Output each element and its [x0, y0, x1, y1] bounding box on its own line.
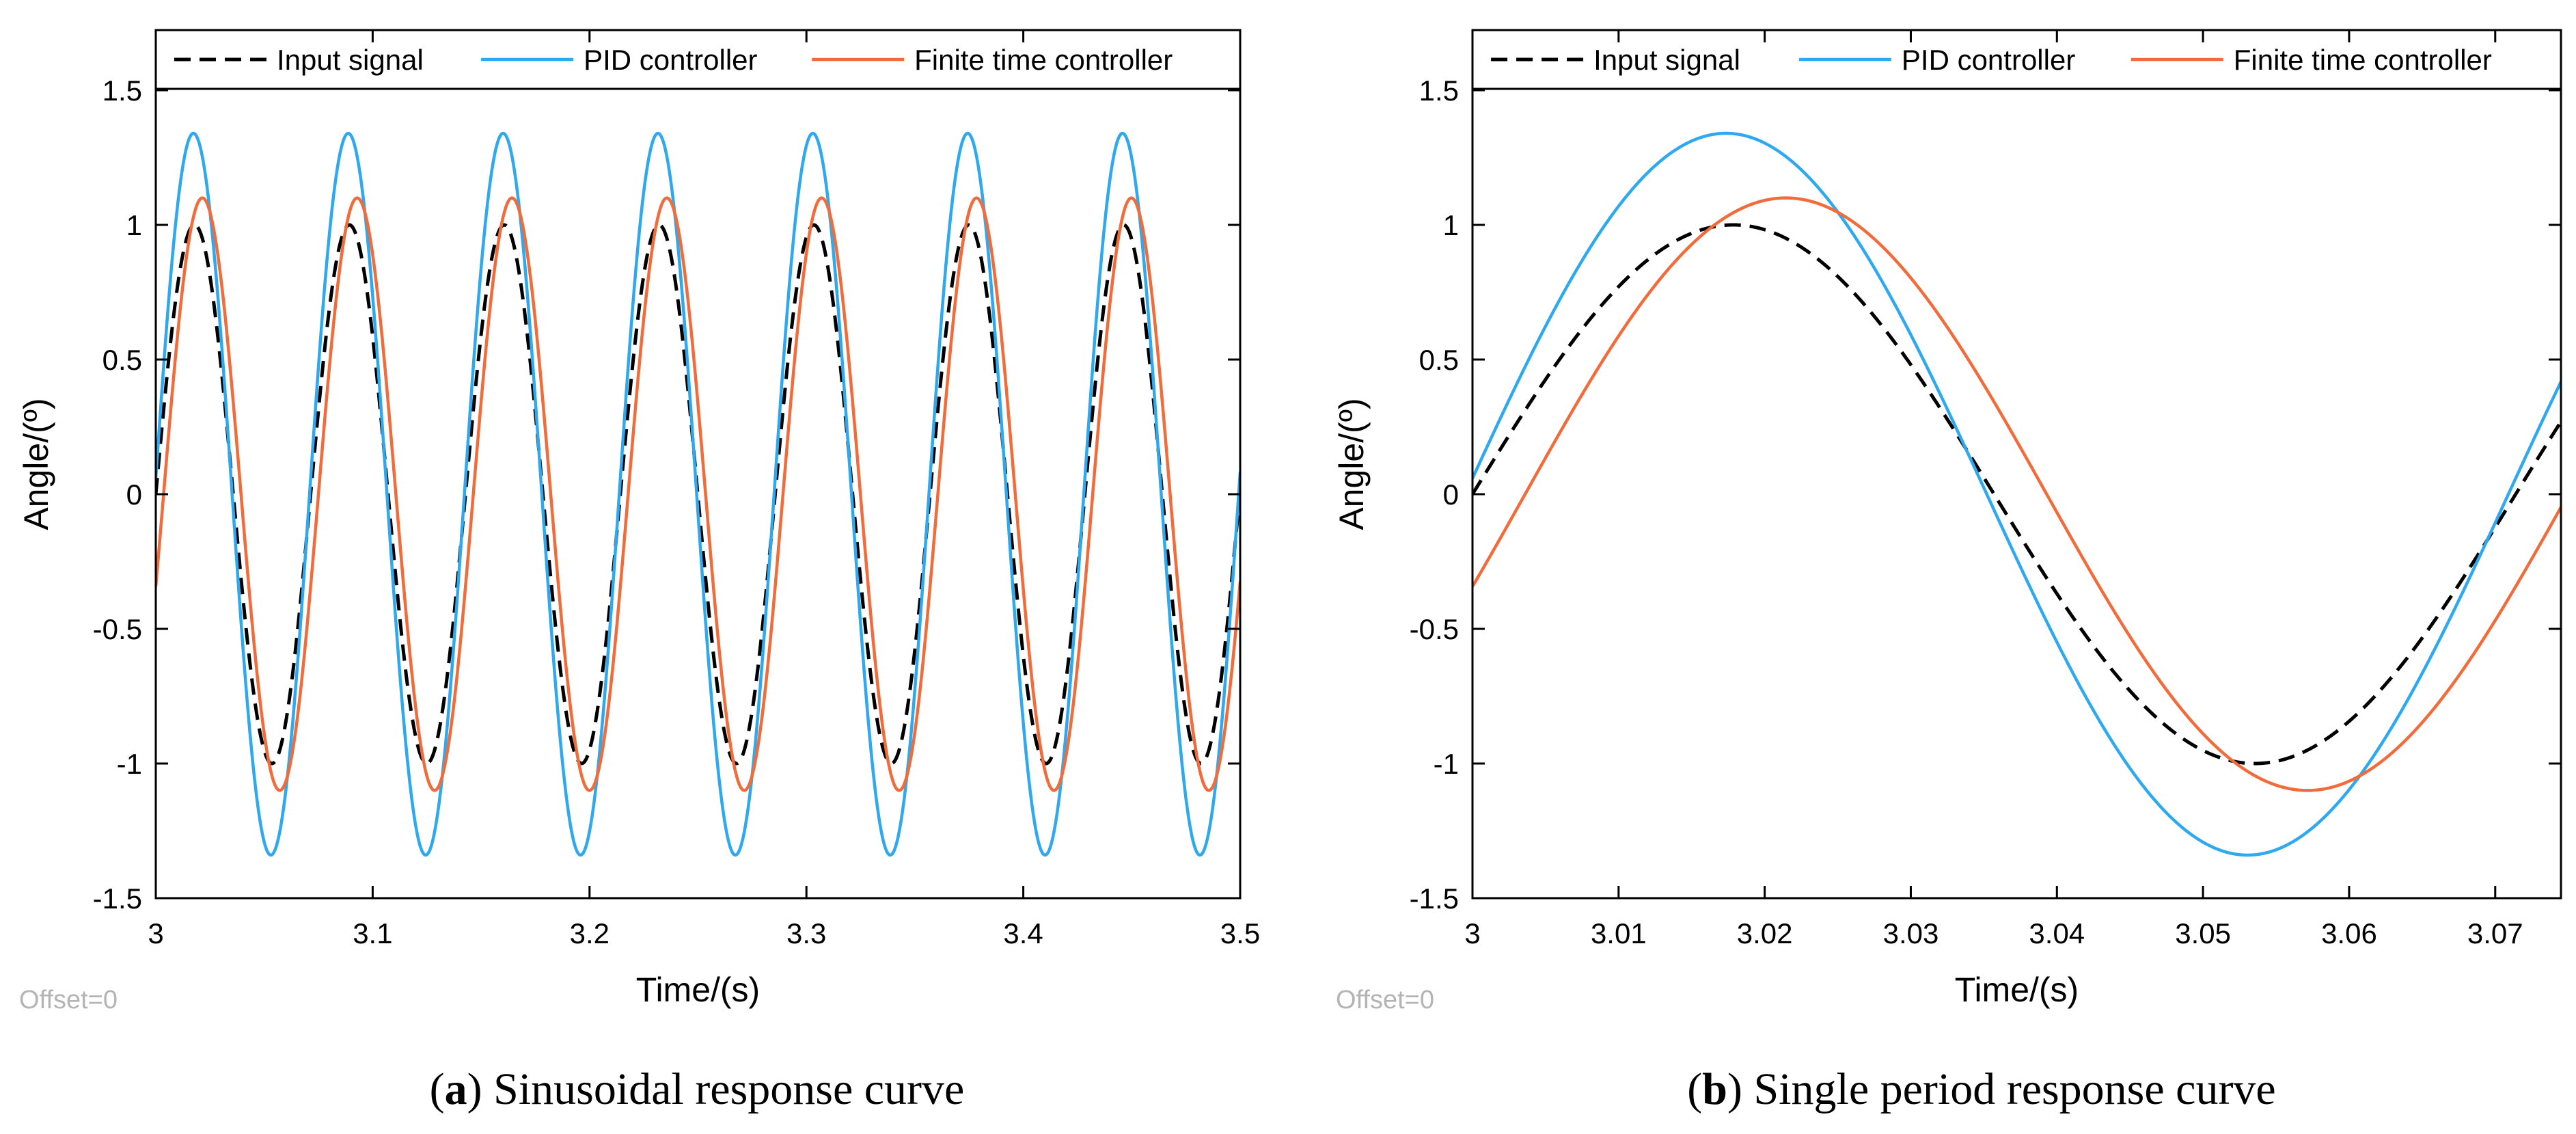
- y-tick-label: 1.5: [102, 75, 142, 107]
- axes-box: [1471, 29, 2562, 900]
- y-tick-label: -1.5: [1410, 882, 1459, 915]
- legend-label-pid-controller: PID controller: [584, 44, 757, 76]
- series-group: [1472, 131, 2561, 857]
- caption-label: a: [445, 1064, 467, 1114]
- x-tick-label: 3.07: [2467, 917, 2523, 949]
- chart-panel-a: Input signal PID controller Finite time co…: [17, 29, 1260, 1114]
- y-axis-title: Angle/(º): [17, 398, 55, 530]
- x-tick-label: 3.03: [1883, 917, 1939, 949]
- y-tick-label: 1.5: [1419, 75, 1459, 107]
- x-tick-label: 3.5: [1220, 917, 1260, 949]
- caption-text: Sinusoidal response curve: [493, 1064, 964, 1114]
- y-axis-title: Angle/(º): [1332, 398, 1371, 530]
- y-tick-label: -1.5: [93, 882, 142, 915]
- x-axis-title: Time/(s): [1955, 971, 2079, 1009]
- y-tick-label: 1: [126, 209, 142, 241]
- y-tick-label: 0.5: [1419, 344, 1459, 376]
- x-axis: 3 3.01 3.02 3.03 3.04 3.05 3.06 3.07: [1464, 30, 2523, 949]
- series-line-finite-time-controller: [156, 196, 1240, 792]
- caption-paren-close: ): [467, 1064, 493, 1114]
- offset-label: Offset=0: [1336, 986, 1434, 1014]
- x-tick-label: 3.02: [1737, 917, 1793, 949]
- caption-text: Single period response curve: [1753, 1064, 2275, 1114]
- y-tick-label: 0: [1443, 478, 1459, 511]
- series-group: [156, 131, 1240, 857]
- x-tick-label: 3.01: [1591, 917, 1647, 949]
- plot-area: [1472, 30, 2561, 898]
- y-tick-label: -1: [117, 748, 142, 780]
- legend: Input signal PID controller Finite time co…: [1491, 44, 2492, 76]
- legend-label-input-signal: Input signal: [1593, 44, 1740, 76]
- legend: Input signal PID controller Finite time co…: [174, 44, 1173, 76]
- panel-caption: (b) Single period response curve: [1687, 1064, 2275, 1114]
- x-tick-label: 3: [1464, 917, 1480, 949]
- caption-paren-open: (: [430, 1064, 445, 1114]
- axes-box: [154, 29, 1242, 900]
- series-line-input-signal: [1472, 223, 2561, 766]
- y-tick-label: -0.5: [93, 613, 142, 645]
- y-tick-label: 0.5: [102, 344, 142, 376]
- series-line-finite-time-controller: [1472, 196, 2561, 792]
- x-tick-label: 3.1: [353, 917, 392, 949]
- x-axis-title: Time/(s): [636, 971, 760, 1009]
- caption-paren-close: ): [1727, 1064, 1753, 1114]
- x-tick-label: 3.4: [1003, 917, 1043, 949]
- series-line-pid-controller: [1472, 131, 2561, 857]
- x-tick-label: 3.05: [2175, 917, 2231, 949]
- y-tick-label: -1: [1434, 748, 1459, 780]
- legend-label-finite-time-controller: Finite time controller: [914, 44, 1173, 76]
- plot-area: [156, 30, 1240, 898]
- y-tick-label: 1: [1443, 209, 1459, 241]
- x-tick-label: 3.2: [570, 917, 609, 949]
- legend-label-pid-controller: PID controller: [1902, 44, 2075, 76]
- x-axis: 3 3.1 3.2 3.3 3.4 3.5: [148, 30, 1260, 949]
- panel-caption: (a) Sinusoidal response curve: [430, 1064, 965, 1114]
- y-tick-label: 0: [126, 478, 142, 511]
- y-axis: -1.5 -1 -0.5 0 0.5 1 1.5: [93, 75, 1240, 915]
- series-line-pid-controller: [156, 131, 1240, 857]
- x-tick-label: 3.04: [2029, 917, 2085, 949]
- x-tick-label: 3: [148, 917, 163, 949]
- offset-label: Offset=0: [19, 986, 118, 1014]
- y-axis: -1.5 -1 -0.5 0 0.5 1 1.5: [1410, 75, 2561, 915]
- x-tick-label: 3.3: [786, 917, 826, 949]
- legend-label-input-signal: Input signal: [277, 44, 424, 76]
- caption-paren-open: (: [1687, 1064, 1702, 1114]
- chart-panel-b: Input signal PID controller Finite time co…: [1332, 29, 2562, 1114]
- caption-label: b: [1702, 1064, 1727, 1114]
- x-tick-label: 3.06: [2321, 917, 2377, 949]
- y-tick-label: -0.5: [1410, 613, 1459, 645]
- legend-label-finite-time-controller: Finite time controller: [2234, 44, 2492, 76]
